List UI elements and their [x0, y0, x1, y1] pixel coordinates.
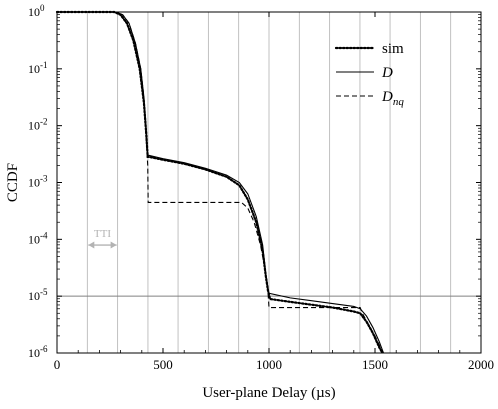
x-tick-label: 2000	[468, 357, 494, 372]
y-tick-label: 10-2	[28, 117, 48, 133]
y-tick-label: 10-1	[28, 60, 48, 76]
x-tick-label: 500	[153, 357, 173, 372]
tti-arrow-head-right	[110, 241, 117, 249]
series-layer	[55, 10, 384, 355]
y-tick-label: 100	[28, 3, 45, 19]
tti-label: TTI	[94, 228, 111, 240]
y-axis-label: CCDF	[5, 163, 21, 202]
axes-layer	[56, 11, 482, 354]
legend: sim D Dnq	[334, 41, 404, 108]
series-line-solid	[57, 11, 384, 354]
legend-label: D	[381, 65, 393, 81]
series-line-dashed	[57, 11, 383, 354]
x-tick-label: 0	[54, 357, 61, 372]
y-tick-label: 10-4	[28, 230, 48, 246]
tti-annotation: TTI	[88, 228, 117, 249]
tti-arrow-head-left	[88, 241, 95, 249]
labels-layer: 0 500 1000 1500 2000 100 10-1 10-2 10-3 10-4 10-5 1…	[5, 3, 494, 401]
x-tick-label: 1500	[362, 357, 388, 372]
legend-label: sim	[382, 41, 404, 57]
y-tick-label: 10-3	[28, 174, 48, 190]
legend-label: Dnq	[381, 89, 404, 108]
y-tick-label: 10-5	[28, 287, 48, 303]
x-tick-label: 1000	[256, 357, 282, 372]
y-tick-label: 10-6	[28, 344, 48, 360]
x-axis-label: User-plane Delay (µs)	[202, 385, 335, 401]
series-line-dotted	[55, 10, 384, 355]
